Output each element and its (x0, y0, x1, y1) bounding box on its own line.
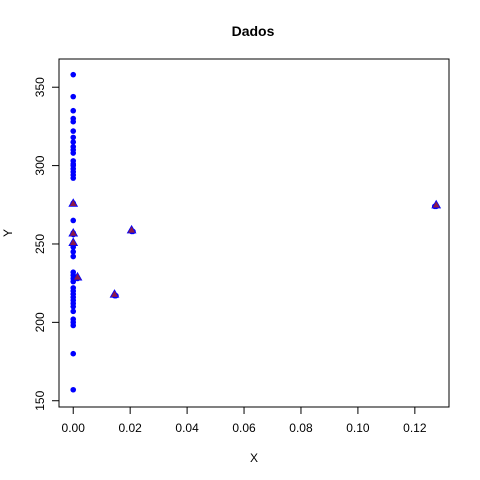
data-point (70, 303, 77, 310)
x-tick-label: 0.06 (232, 421, 256, 435)
x-tick-label: 0.04 (175, 421, 199, 435)
data-points (68, 71, 442, 393)
data-point (70, 118, 77, 125)
data-point (70, 350, 77, 357)
y-tick-label: 250 (33, 234, 47, 254)
y-axis: 150 200 250 300 350 (33, 77, 60, 411)
y-tick-label: 200 (33, 312, 47, 332)
data-point (70, 134, 77, 141)
y-tick-label: 150 (33, 390, 47, 410)
data-point (70, 308, 77, 315)
x-tick-label: 0.00 (62, 421, 86, 435)
y-tick-label: 300 (33, 155, 47, 175)
data-point-triangle (72, 271, 83, 281)
x-tick-label: 0.02 (118, 421, 142, 435)
data-point (70, 71, 77, 78)
x-tick-label: 0.12 (403, 421, 427, 435)
x-tick-label: 0.10 (346, 421, 370, 435)
data-point-triangle (68, 198, 79, 207)
data-point (70, 253, 77, 260)
plot-area (58, 58, 450, 408)
data-point-triangle (68, 227, 79, 237)
data-point (70, 107, 77, 114)
data-point (70, 322, 77, 329)
data-point (70, 249, 77, 255)
data-point (70, 93, 77, 100)
data-point (70, 175, 77, 181)
data-point (70, 386, 77, 393)
data-point-triangle (126, 224, 137, 234)
data-point (70, 150, 77, 156)
x-axis: 0.00 0.02 0.04 0.06 0.08 0.10 0.12 (62, 406, 427, 435)
x-axis-label: X (250, 451, 258, 465)
y-tick-label: 350 (33, 77, 47, 97)
x-tick-label: 0.08 (289, 421, 313, 435)
data-point-triangle (68, 237, 79, 246)
y-axis-label: Y (1, 229, 15, 237)
data-point (70, 128, 77, 134)
data-point (70, 139, 77, 145)
data-point (70, 217, 77, 224)
data-point-triangle (431, 199, 442, 209)
data-point-triangle (109, 289, 120, 298)
chart-title: Dados (232, 23, 275, 39)
